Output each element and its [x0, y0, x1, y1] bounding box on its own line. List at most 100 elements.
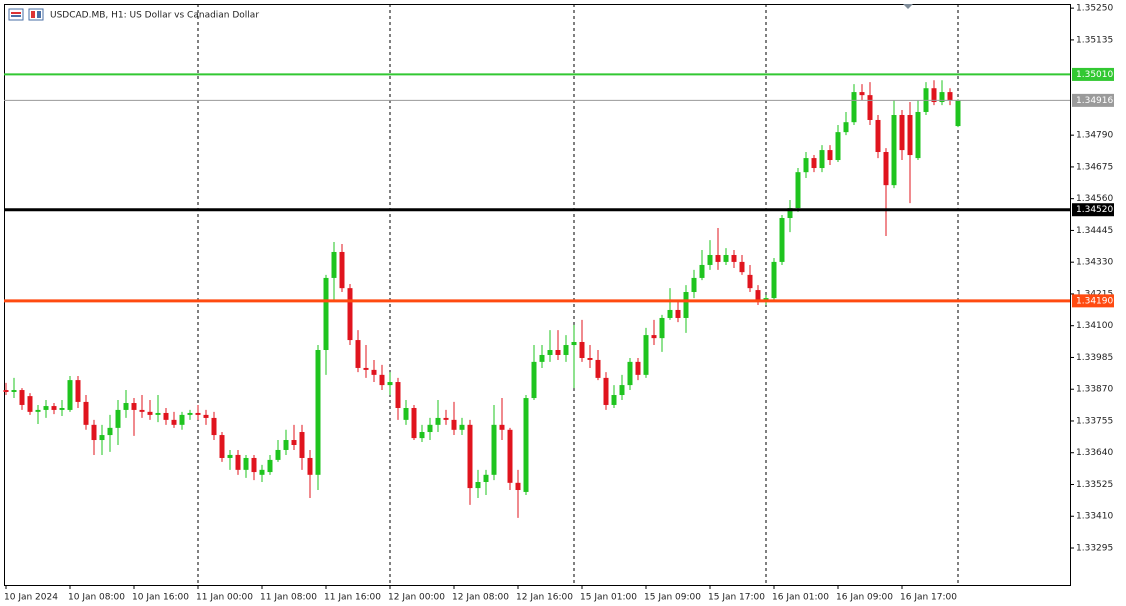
x-tick-label: 10 Jan 2024	[4, 593, 58, 603]
candle-body	[411, 407, 417, 439]
y-tick-label: 1.33985	[1076, 353, 1113, 363]
y-tick-label: 1.35250	[1076, 4, 1113, 14]
level-label: 1.34916	[1076, 96, 1113, 106]
candle-body	[67, 380, 73, 410]
candle-body	[219, 435, 225, 458]
candle-body	[555, 350, 561, 355]
candle-body	[459, 424, 465, 430]
candle-body	[771, 261, 777, 299]
candle-body	[747, 274, 753, 289]
candle-body	[243, 457, 249, 470]
candle-body	[675, 309, 681, 318]
x-tick-label: 12 Jan 08:00	[452, 593, 509, 603]
candle-body	[531, 361, 537, 399]
candle-body	[563, 345, 569, 355]
candle-body	[763, 298, 769, 301]
candle-body	[443, 417, 449, 420]
candle-body	[811, 158, 817, 169]
candle-body	[427, 424, 433, 433]
y-tick-label: 1.34675	[1076, 162, 1113, 172]
y-tick-label: 1.33410	[1076, 512, 1113, 522]
y-tick-label: 1.34445	[1076, 226, 1113, 236]
x-tick-label: 11 Jan 16:00	[324, 593, 381, 603]
candle-body	[699, 264, 705, 278]
x-tick-label: 16 Jan 17:00	[900, 593, 957, 603]
x-tick-label: 10 Jan 08:00	[68, 593, 125, 603]
icon	[31, 11, 35, 18]
candle-body	[739, 261, 745, 273]
candle-body	[539, 354, 545, 362]
candle-body	[667, 309, 673, 318]
candle-body	[251, 457, 257, 473]
candle-body	[947, 92, 953, 101]
candle-body	[51, 406, 57, 410]
candle-body	[931, 88, 937, 103]
candle-body	[59, 407, 65, 410]
candle-body	[795, 172, 801, 209]
candle-body	[883, 152, 889, 186]
y-tick-label: 1.33640	[1076, 448, 1113, 458]
candle-body	[179, 414, 185, 425]
y-tick-label: 1.33525	[1076, 480, 1113, 490]
candle-body	[275, 449, 281, 460]
candle-body	[419, 432, 425, 439]
x-tick-label: 12 Jan 16:00	[516, 593, 573, 603]
candle-body	[507, 429, 513, 483]
candle-body	[147, 411, 153, 415]
candle-body	[827, 150, 833, 161]
level-label-box	[1072, 93, 1114, 107]
candle-body	[331, 251, 337, 278]
candle-body	[587, 358, 593, 360]
candle-body	[571, 341, 577, 346]
candle-body	[475, 481, 481, 489]
y-tick-label: 1.33870	[1076, 385, 1113, 395]
candle-body	[515, 482, 521, 491]
level-label-box	[1072, 67, 1114, 81]
y-tick-label: 1.34100	[1076, 321, 1113, 331]
candle-body	[267, 459, 273, 473]
y-tick-label: 1.34790	[1076, 131, 1113, 141]
candle-body	[787, 208, 793, 219]
candle-body	[139, 409, 145, 412]
candle-body	[227, 454, 233, 458]
level-label: 1.35010	[1076, 70, 1113, 80]
plot-frame	[4, 4, 1071, 586]
candle-body	[819, 150, 825, 169]
candle-body	[611, 395, 617, 405]
candle-body	[915, 111, 921, 159]
candle-body	[379, 374, 385, 386]
candle-body	[387, 382, 393, 386]
candle-body	[891, 115, 897, 186]
level-label-box	[1072, 294, 1114, 308]
shift-marker	[903, 4, 913, 9]
icon	[8, 8, 24, 21]
candle-body	[859, 92, 865, 96]
candle-body	[403, 407, 409, 420]
candle-body	[499, 424, 505, 430]
candle-body	[299, 432, 305, 458]
candle-body	[355, 340, 361, 368]
candle-body	[115, 409, 121, 428]
candle-body	[99, 435, 105, 441]
candle-body	[187, 412, 193, 415]
candle-body	[659, 317, 665, 339]
candle-body	[851, 92, 857, 123]
candle-body	[195, 412, 201, 415]
x-tick-label: 10 Jan 16:00	[132, 593, 189, 603]
chart-title: USDCAD.MB, H1: US Dollar vs Canadian Dol…	[50, 11, 259, 21]
candle-body	[547, 350, 553, 355]
candle-body	[939, 92, 945, 103]
candle-body	[435, 417, 441, 425]
x-tick-label: 11 Jan 08:00	[260, 593, 317, 603]
candle-body	[371, 369, 377, 375]
candle-body	[619, 385, 625, 396]
candle-body	[163, 412, 169, 420]
candle-body	[259, 469, 265, 475]
candle-body	[91, 424, 97, 441]
candle-body	[955, 100, 961, 127]
candle-body	[307, 457, 313, 475]
candle-body	[123, 403, 129, 410]
candle-body	[707, 255, 713, 265]
candle-body	[875, 119, 881, 153]
